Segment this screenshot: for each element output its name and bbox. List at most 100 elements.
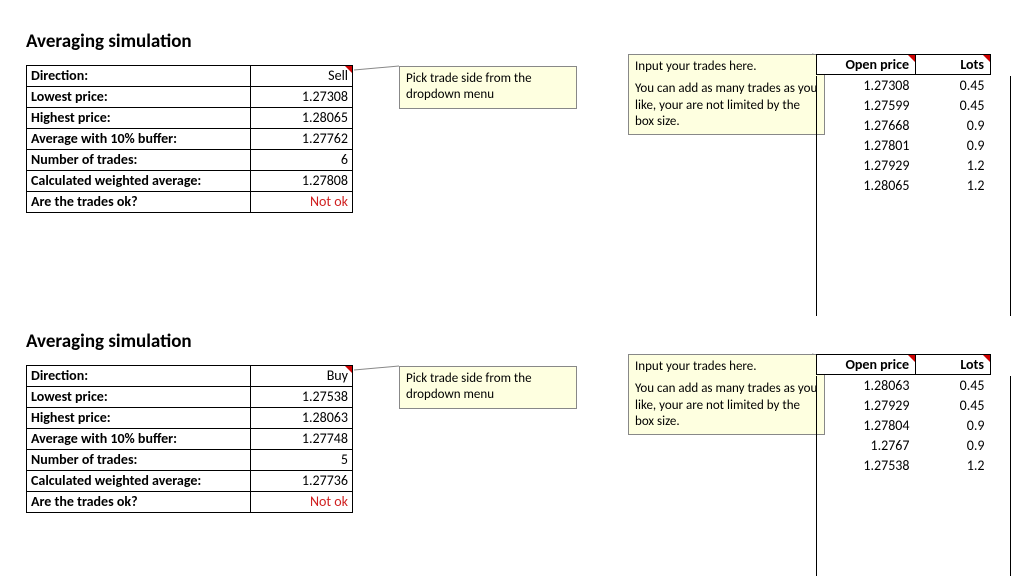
cell-lots[interactable]: 0.45 [916,375,991,396]
col-header-lots: Lots [916,55,991,75]
summary-row: Calculated weighted average:1.27736 [27,471,353,492]
cell-open-price[interactable]: 1.27801 [817,135,916,155]
summary-label: Calculated weighted average: [27,471,251,492]
summary-row: Calculated weighted average:1.27808 [27,171,353,192]
cell-lots[interactable]: 1.2 [916,455,991,475]
cell-lots[interactable]: 0.45 [916,75,991,96]
summary-row: Are the trades ok?Not ok [27,192,353,213]
trades-table: Open price Lots 1.280630.451.279290.451.… [816,354,991,475]
cell-lots[interactable]: 0.9 [916,115,991,135]
summary-row: Lowest price:1.27308 [27,87,353,108]
cell-open-price[interactable]: 1.27599 [817,95,916,115]
tooltip-trades: Input your trades here. You can add as m… [628,54,825,135]
summary-value: 1.27736 [250,471,352,492]
summary-row: Average with 10% buffer:1.27748 [27,429,353,450]
summary-row: Highest price:1.28065 [27,108,353,129]
summary-label: Average with 10% buffer: [27,129,251,150]
cell-open-price[interactable]: 1.27668 [817,115,916,135]
cell-lots[interactable]: 1.2 [916,175,991,195]
summary-value: 1.27538 [250,387,352,408]
table-row[interactable]: 1.280651.2 [817,175,991,195]
summary-value: 1.28063 [250,408,352,429]
direction-dropdown[interactable]: Buy [250,366,352,387]
cell-open-price[interactable]: 1.27804 [817,415,916,435]
page-title: Averaging simulation [26,330,1024,353]
summary-label: Average with 10% buffer: [27,429,251,450]
table-row[interactable]: 1.279290.45 [817,395,991,415]
table-row[interactable]: 1.273080.45 [817,75,991,96]
summary-label: Direction: [27,366,251,387]
tooltip-line: Input your trades here. [635,59,818,75]
trades-table: Open price Lots 1.273080.451.275990.451.… [816,54,991,195]
summary-label: Are the trades ok? [27,492,251,513]
summary-table: Direction:BuyLowest price:1.27538Highest… [26,365,353,513]
summary-label: Calculated weighted average: [27,171,251,192]
col-header-open-price: Open price [817,55,916,75]
cell-open-price[interactable]: 1.2767 [817,435,916,455]
summary-table: Direction:SellLowest price:1.27308Highes… [26,65,353,213]
table-row[interactable]: 1.280630.45 [817,375,991,396]
cell-open-price[interactable]: 1.27929 [817,395,916,415]
page-title: Averaging simulation [26,30,1024,53]
cell-lots[interactable]: 0.45 [916,95,991,115]
summary-row: Number of trades:5 [27,450,353,471]
cell-lots[interactable]: 0.9 [916,135,991,155]
summary-label: Number of trades: [27,450,251,471]
summary-value: 1.27308 [250,87,352,108]
cell-open-price[interactable]: 1.28063 [817,375,916,396]
summary-label: Are the trades ok? [27,192,251,213]
cell-open-price[interactable]: 1.27538 [817,455,916,475]
vertical-border [816,76,817,316]
direction-dropdown[interactable]: Sell [250,66,352,87]
tooltip-line: You can add as many trades as you like, … [635,381,818,430]
comment-marker-icon [983,55,990,62]
summary-row: Average with 10% buffer:1.27762 [27,129,353,150]
cell-lots[interactable]: 0.9 [916,435,991,455]
tooltip-line: Input your trades here. [635,359,818,375]
table-row[interactable]: 1.275381.2 [817,455,991,475]
comment-marker-icon [983,355,990,362]
summary-value: Not ok [250,492,352,513]
summary-row: Lowest price:1.27538 [27,387,353,408]
comment-marker-icon [908,55,915,62]
summary-row: Are the trades ok?Not ok [27,492,353,513]
summary-label: Lowest price: [27,87,251,108]
comment-marker-icon [345,366,352,373]
summary-value: Not ok [250,192,352,213]
comment-marker-icon [345,66,352,73]
table-row[interactable]: 1.279291.2 [817,155,991,175]
summary-value: 1.27762 [250,129,352,150]
summary-value: 5 [250,450,352,471]
col-header-lots: Lots [916,355,991,375]
summary-value: 1.28065 [250,108,352,129]
summary-label: Highest price: [27,408,251,429]
summary-row: Highest price:1.28063 [27,408,353,429]
simulation-block-0: Averaging simulation Direction:SellLowes… [26,30,1024,213]
summary-value: 1.27808 [250,171,352,192]
vertical-border [1010,376,1011,576]
summary-label: Number of trades: [27,150,251,171]
table-row[interactable]: 1.276680.9 [817,115,991,135]
summary-row: Number of trades:6 [27,150,353,171]
summary-row: Direction:Buy [27,366,353,387]
cell-lots[interactable]: 1.2 [916,155,991,175]
vertical-border [1010,76,1011,316]
summary-label: Direction: [27,66,251,87]
summary-label: Lowest price: [27,387,251,408]
cell-lots[interactable]: 0.45 [916,395,991,415]
table-row[interactable]: 1.275990.45 [817,95,991,115]
summary-label: Highest price: [27,108,251,129]
table-row[interactable]: 1.278040.9 [817,415,991,435]
summary-row: Direction:Sell [27,66,353,87]
vertical-border [816,376,817,576]
table-row[interactable]: 1.278010.9 [817,135,991,155]
cell-open-price[interactable]: 1.27929 [817,155,916,175]
tooltip-trades: Input your trades here. You can add as m… [628,354,825,435]
cell-lots[interactable]: 0.9 [916,415,991,435]
cell-open-price[interactable]: 1.28065 [817,175,916,195]
cell-open-price[interactable]: 1.27308 [817,75,916,96]
simulation-block-1: Averaging simulation Direction:BuyLowest… [26,330,1024,513]
tooltip-line: You can add as many trades as you like, … [635,81,818,130]
tooltip-dropdown: Pick trade side from the dropdown menu [399,366,577,409]
table-row[interactable]: 1.27670.9 [817,435,991,455]
